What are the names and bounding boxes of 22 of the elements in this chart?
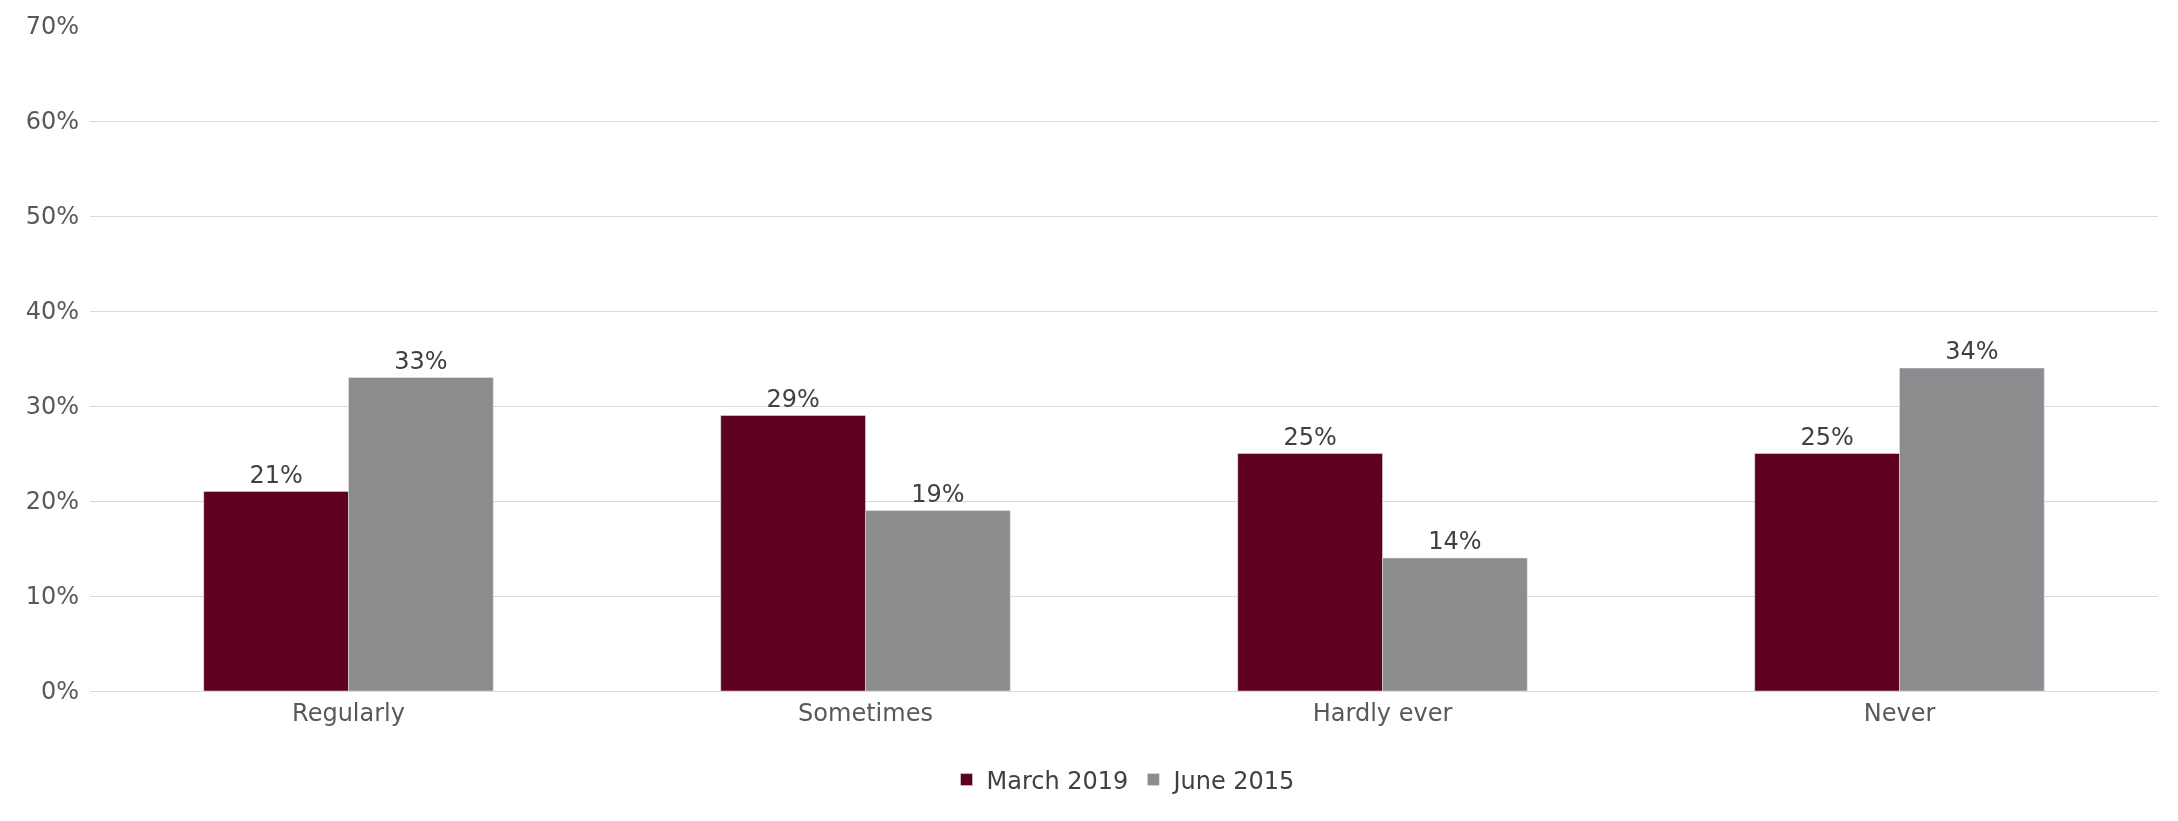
x-tick-label: Sometimes xyxy=(798,698,933,727)
x-tick-label: Hardly ever xyxy=(1312,698,1453,727)
y-tick-label: 20% xyxy=(25,487,79,516)
y-tick-label: 10% xyxy=(25,582,79,611)
y-tick-label: 30% xyxy=(25,392,79,421)
data-label: 21% xyxy=(249,460,303,489)
x-tick-label: Never xyxy=(1863,698,1936,727)
data-label: 14% xyxy=(1428,527,1482,555)
data-label: 34% xyxy=(1945,337,1999,365)
y-tick-label: 0% xyxy=(40,677,79,706)
x-tick-label: Regularly xyxy=(292,698,405,727)
y-tick-label: 60% xyxy=(25,107,79,136)
data-label: 25% xyxy=(1283,422,1337,451)
data-label: 25% xyxy=(1800,422,1854,451)
y-tick-label: 50% xyxy=(25,202,79,231)
y-tick-label: 40% xyxy=(25,297,79,326)
data-label: 29% xyxy=(766,384,820,413)
legend-label: March 2019 xyxy=(986,766,1129,795)
data-label: 19% xyxy=(911,479,965,508)
legend-label: June 2015 xyxy=(1171,766,1295,795)
y-tick-label: 70% xyxy=(25,12,79,41)
data-label: 33% xyxy=(394,346,448,375)
